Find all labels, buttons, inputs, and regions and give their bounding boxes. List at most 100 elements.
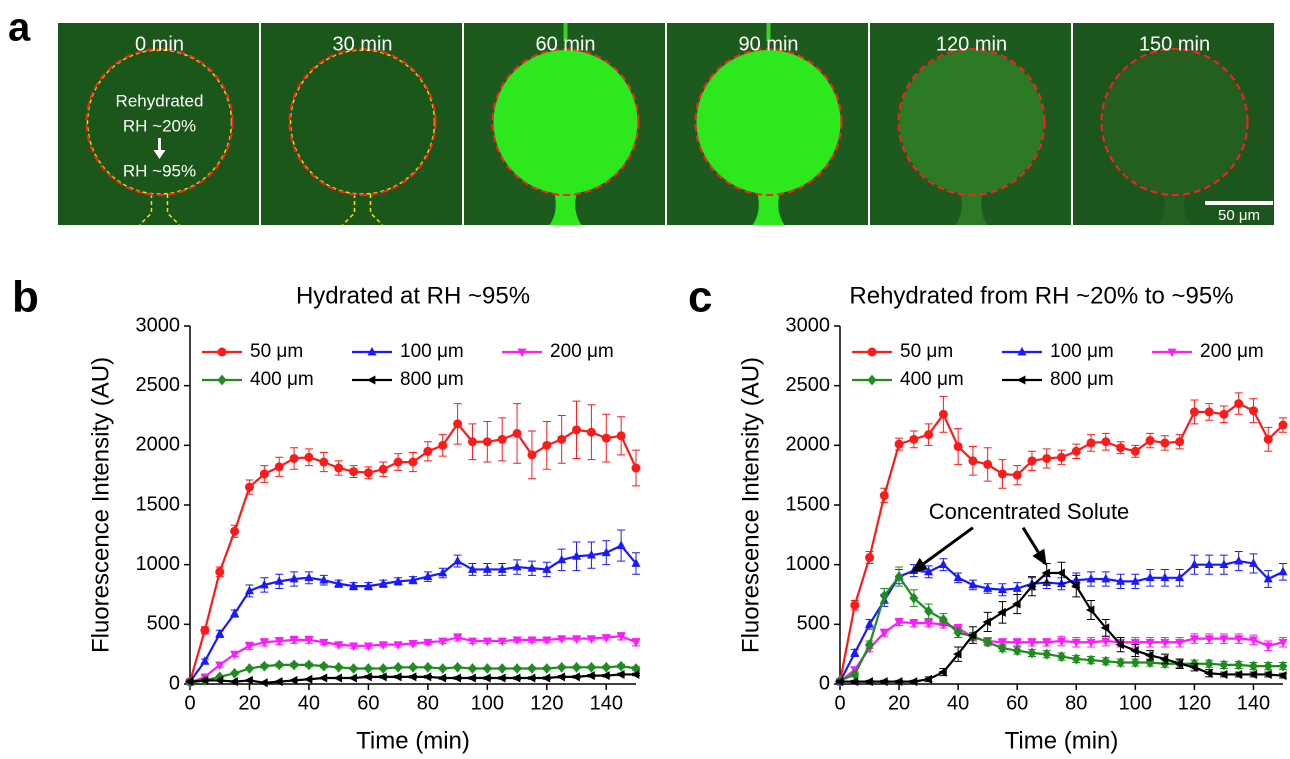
marker xyxy=(1279,421,1288,430)
frame-label: 60 min xyxy=(535,33,595,55)
y-tick-label: 2000 xyxy=(786,434,831,456)
marker xyxy=(954,442,963,451)
marker xyxy=(483,437,492,446)
marker xyxy=(1087,438,1096,447)
marker xyxy=(229,677,238,686)
y-tick-label: 2500 xyxy=(786,374,831,396)
x-tick-label: 0 xyxy=(184,692,195,714)
marker xyxy=(453,662,462,673)
annotation-arrowhead xyxy=(1032,549,1046,566)
marker xyxy=(364,663,373,674)
y-tick-label: 500 xyxy=(797,613,830,635)
y-tick-label: 2000 xyxy=(136,434,181,456)
marker xyxy=(850,601,859,610)
x-tick-label: 20 xyxy=(888,692,910,714)
marker xyxy=(319,661,328,672)
frame-annotation: RH ~20% xyxy=(123,116,196,135)
annotation: Concentrated Solute xyxy=(929,499,1130,524)
marker xyxy=(274,677,283,686)
marker xyxy=(394,662,403,673)
marker xyxy=(586,671,595,680)
marker xyxy=(245,483,254,492)
marker xyxy=(1205,407,1214,416)
micrograph: 120 min xyxy=(870,23,1071,225)
marker xyxy=(497,674,506,683)
y-tick-label: 3000 xyxy=(136,314,181,336)
frame-label: 30 min xyxy=(332,33,392,55)
marker xyxy=(1116,443,1125,452)
marker xyxy=(587,662,596,673)
marker xyxy=(923,675,932,684)
marker xyxy=(1264,435,1273,444)
marker xyxy=(230,651,239,660)
micrograph-droplet xyxy=(900,50,1044,194)
marker xyxy=(275,462,284,471)
marker xyxy=(513,562,522,571)
x-tick-label: 120 xyxy=(530,692,563,714)
legend-label: 100 μm xyxy=(1050,341,1114,362)
marker xyxy=(452,674,461,683)
marker xyxy=(319,458,328,467)
marker xyxy=(939,559,948,568)
marker xyxy=(260,469,269,478)
panel-label: b xyxy=(12,273,39,322)
marker xyxy=(363,672,372,681)
marker xyxy=(909,435,918,444)
marker xyxy=(864,677,873,686)
marker xyxy=(438,674,447,683)
frame-annotation: RH ~95% xyxy=(123,161,196,180)
marker xyxy=(304,453,313,462)
marker xyxy=(602,434,611,443)
marker xyxy=(230,527,239,536)
x-tick-label: 120 xyxy=(1178,692,1211,714)
x-tick-label: 20 xyxy=(238,692,260,714)
marker xyxy=(542,441,551,450)
x-tick-label: 40 xyxy=(947,692,969,714)
marker xyxy=(394,458,403,467)
micrograph: 60 min xyxy=(464,23,665,225)
marker xyxy=(423,672,432,681)
marker xyxy=(1279,567,1288,576)
x-tick-label: 100 xyxy=(471,692,504,714)
marker xyxy=(498,663,507,674)
marker xyxy=(290,454,299,463)
marker xyxy=(632,464,641,473)
series xyxy=(186,530,641,685)
marker xyxy=(557,662,566,673)
y-tick-label: 1500 xyxy=(136,493,181,515)
series-line xyxy=(190,546,636,682)
marker xyxy=(1219,670,1228,679)
marker xyxy=(1175,437,1184,446)
marker xyxy=(617,661,626,672)
marker xyxy=(1027,456,1036,465)
marker xyxy=(468,437,477,446)
marker xyxy=(512,674,521,683)
marker xyxy=(1264,642,1273,651)
legend-label: 400 μm xyxy=(250,369,314,390)
marker xyxy=(894,677,903,686)
marker xyxy=(1042,454,1051,463)
annotation-arrow xyxy=(924,528,973,564)
frame-label: 120 min xyxy=(936,33,1007,55)
marker xyxy=(215,567,224,576)
x-tick-label: 80 xyxy=(1065,692,1087,714)
marker xyxy=(1249,406,1258,415)
micrograph-droplet xyxy=(494,50,638,194)
marker xyxy=(1263,670,1272,679)
marker xyxy=(998,469,1007,478)
marker xyxy=(260,661,269,672)
marker xyxy=(408,672,417,681)
marker xyxy=(1057,453,1066,462)
chart-title: Hydrated at RH ~95% xyxy=(296,282,530,309)
marker xyxy=(924,430,933,439)
marker xyxy=(334,662,343,673)
frame-label: 90 min xyxy=(738,33,798,55)
marker xyxy=(513,429,522,438)
marker xyxy=(939,410,948,419)
marker xyxy=(319,674,328,683)
x-tick-label: 100 xyxy=(1119,692,1152,714)
marker xyxy=(409,458,418,467)
y-tick-label: 2500 xyxy=(136,374,181,396)
marker xyxy=(617,540,626,549)
marker xyxy=(349,467,358,476)
